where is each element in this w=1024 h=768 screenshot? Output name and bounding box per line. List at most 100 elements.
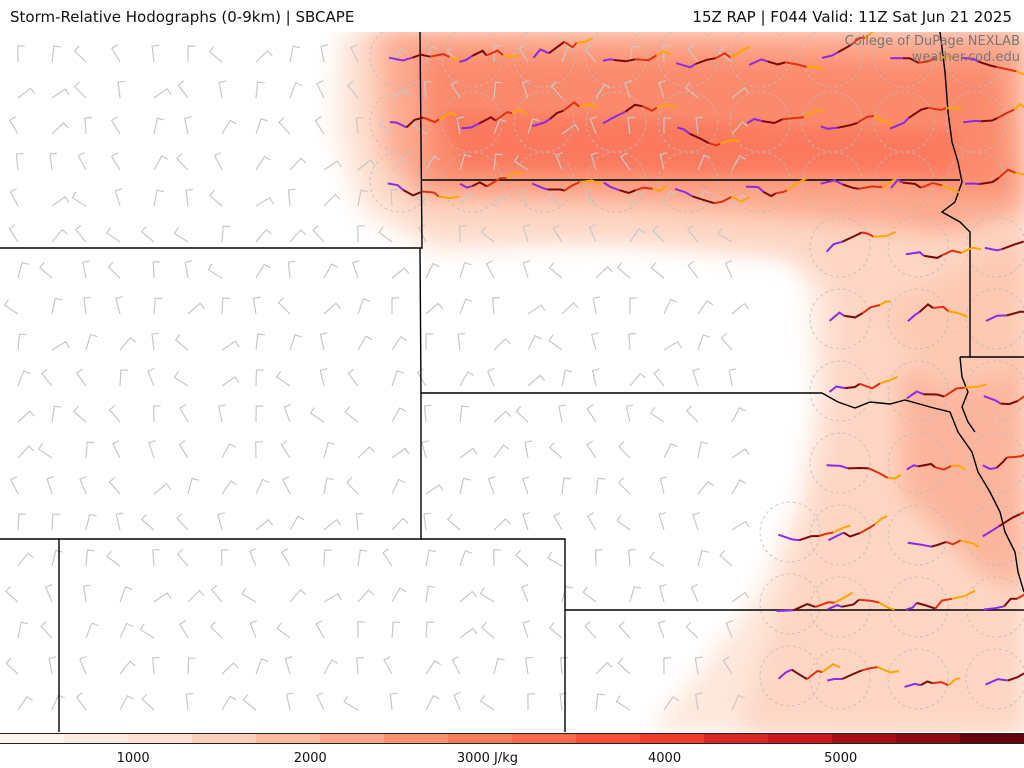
wind-barb-icon: [425, 155, 441, 171]
range-ring: [729, 91, 791, 153]
wind-barb-icon: [108, 404, 121, 423]
hodograph-icon: [459, 171, 523, 189]
wind-barb-icon: [423, 80, 432, 99]
wind-barb-icon: [77, 152, 87, 171]
wind-barb-icon: [323, 263, 339, 279]
wind-barb-icon: [728, 368, 737, 387]
wind-barb-icon: [550, 80, 563, 99]
wind-barb-icon: [119, 660, 136, 675]
wind-barb-icon: [153, 297, 163, 315]
wind-barb-icon: [685, 405, 699, 423]
range-ring: [945, 91, 1007, 153]
wind-barb-icon: [17, 445, 35, 459]
wind-barb-icon: [389, 692, 398, 711]
wind-barb-icon: [459, 447, 478, 459]
wind-barb-icon: [112, 440, 121, 459]
wind-barb-icon: [119, 694, 134, 711]
wind-barb-icon: [697, 480, 714, 495]
hodograph-icon: [777, 663, 841, 680]
wind-barb-icon: [493, 81, 503, 99]
wind-barb-icon: [221, 480, 238, 495]
wind-barb-icon: [176, 548, 189, 567]
wind-barb-icon: [316, 80, 325, 99]
wind-barb-icon: [241, 587, 257, 603]
colorbar-segment: [768, 734, 832, 743]
wind-barb-icon: [493, 657, 505, 675]
wind-barb-icon: [731, 121, 749, 135]
range-ring: [369, 151, 431, 213]
wind-barb-icon: [106, 550, 121, 567]
wind-barb-icon: [725, 620, 734, 639]
wind-barb-icon: [221, 662, 239, 675]
state-border: [0, 32, 423, 249]
wind-barb-icon: [107, 261, 121, 279]
wind-barb-icon: [731, 448, 750, 459]
wind-barb-icon: [555, 152, 564, 171]
wind-barb-icon: [731, 520, 750, 531]
wind-barb-icon: [51, 513, 60, 531]
wind-barb-icon: [71, 191, 87, 207]
wind-barb-icon: [391, 478, 406, 495]
wind-barb-icon: [459, 550, 473, 567]
range-ring: [887, 432, 949, 494]
wind-barb-icon: [9, 188, 19, 207]
wind-barb-icon: [493, 444, 510, 459]
wind-barb-icon: [141, 693, 155, 711]
hodograph-icon: [890, 178, 961, 194]
wind-barb-icon: [625, 404, 634, 423]
wind-barb-icon: [620, 152, 631, 171]
wind-barb-icon: [17, 261, 30, 279]
wind-barb-icon: [513, 155, 529, 171]
hodograph-icon: [676, 46, 751, 69]
hodograph-icon: [674, 187, 750, 205]
wind-barb-icon: [15, 152, 24, 171]
wind-barb-icon: [351, 260, 360, 279]
wind-barb-icon: [319, 332, 328, 351]
wind-barb-icon: [179, 404, 189, 423]
wind-barb-icon: [629, 228, 646, 243]
wind-barb-icon: [140, 226, 155, 243]
wind-barb-icon: [685, 621, 699, 639]
range-ring: [809, 504, 871, 566]
hodograph-icon: [890, 55, 955, 64]
wind-barb-icon: [252, 296, 261, 315]
credit-text: College of DuPage NEXLAB weather.cod.edu: [845, 34, 1020, 66]
model-valid-time: 15Z RAP | F044 Valid: 11Z Sat Jun 21 202…: [692, 8, 1012, 26]
wind-barb-icon: [17, 695, 34, 711]
wind-barb-icon: [217, 512, 225, 531]
wind-barb-icon: [548, 334, 563, 351]
wind-barb-icon: [589, 116, 598, 135]
wind-barb-icon: [249, 620, 258, 639]
wind-barb-icon: [51, 88, 70, 99]
wind-barb-icon: [527, 374, 546, 387]
wind-barb-icon: [459, 153, 472, 171]
wind-barb-icon: [390, 189, 398, 207]
wind-barb-icon: [391, 517, 409, 531]
wind-barb-icon: [594, 549, 603, 567]
wind-barb-icon: [479, 587, 495, 603]
wind-barb-icon: [44, 583, 53, 603]
wind-barb-icon: [79, 655, 87, 675]
wind-barb-icon: [17, 621, 29, 639]
wind-barb-icon: [584, 188, 597, 207]
wind-barb-icon: [152, 261, 161, 279]
wind-barb-icon: [653, 368, 665, 387]
wind-barb-icon: [663, 657, 671, 675]
wind-barb-icon: [110, 152, 121, 171]
wind-barb-icon: [629, 190, 644, 207]
wind-barb-icon: [9, 476, 19, 495]
wind-barb-icon: [595, 265, 613, 279]
wind-barb-icon: [521, 476, 530, 495]
wind-barb-icon: [37, 442, 53, 459]
wind-barb-icon: [692, 368, 700, 387]
wind-barb-icon: [276, 622, 291, 639]
wind-barb-icon: [75, 368, 87, 387]
wind-barb-icon: [697, 441, 708, 459]
wind-barb-icon: [527, 118, 540, 135]
wind-barb-icon: [553, 512, 563, 531]
wind-barb-icon: [457, 332, 466, 351]
hodograph-icon: [982, 453, 1024, 471]
wind-barb-icon: [309, 407, 325, 423]
wind-barb-icon: [147, 367, 155, 387]
hodograph-icon: [388, 53, 465, 62]
